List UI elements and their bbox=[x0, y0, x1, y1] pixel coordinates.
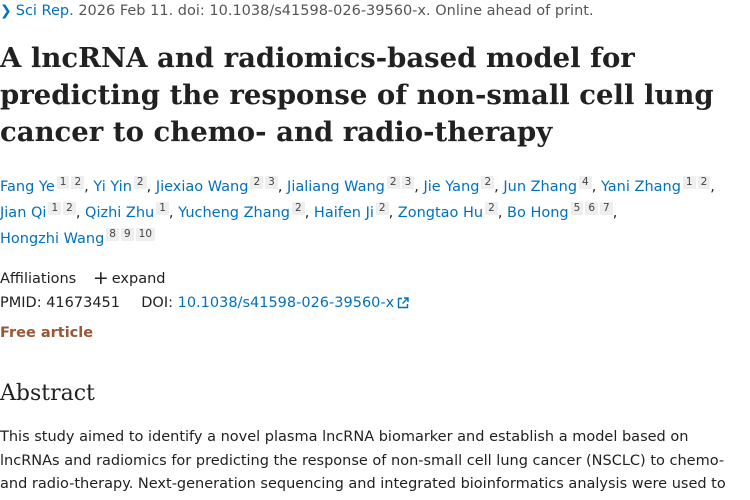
affiliation-number[interactable]: 2 bbox=[375, 202, 389, 215]
author-link[interactable]: Hongzhi Wang bbox=[0, 231, 105, 247]
doi-value: 10.1038/s41598-026-39560-x bbox=[177, 295, 395, 311]
author-item: Yucheng Zhang 2 bbox=[178, 202, 305, 221]
author-link[interactable]: Jun Zhang bbox=[503, 179, 578, 195]
affiliation-number[interactable]: 8 bbox=[106, 228, 119, 241]
author-item: Jian Qi 1 2 bbox=[0, 202, 76, 221]
author-link[interactable]: Yani Zhang bbox=[600, 179, 681, 195]
author-item: Hongzhi Wang 8 9 10 bbox=[0, 228, 156, 247]
doi-link[interactable]: 10.1038/s41598-026-39560-x bbox=[178, 295, 410, 311]
plus-icon: + bbox=[92, 267, 109, 289]
affiliations-label: Affiliations bbox=[0, 271, 77, 287]
affiliation-number[interactable]: 2 bbox=[133, 176, 147, 189]
abstract-text: This study aimed to identify a novel pla… bbox=[0, 429, 726, 492]
citation-details: 2026 Feb 11. doi: 10.1038/s41598-026-395… bbox=[73, 3, 594, 19]
author-item: Zongtao Hu 2 bbox=[397, 202, 498, 221]
author-link[interactable]: Jialiang Wang bbox=[287, 179, 385, 195]
author-link[interactable]: Bo Hong bbox=[507, 205, 569, 221]
identifiers-row: PMID: 41673451 DOI: 10.1038/s41598-026-3… bbox=[0, 295, 409, 311]
expand-label: expand bbox=[111, 271, 166, 287]
pmid-label: PMID: bbox=[0, 295, 42, 311]
affiliation-number[interactable]: 1 bbox=[56, 176, 70, 189]
author-link[interactable]: Jian Qi bbox=[0, 205, 47, 221]
affiliation-number[interactable]: 2 bbox=[386, 176, 400, 189]
author-link[interactable]: Fang Ye bbox=[0, 179, 55, 195]
author-link[interactable]: Jiexiao Wang bbox=[155, 179, 249, 195]
author-link[interactable]: Jie Yang bbox=[423, 179, 480, 195]
affiliations-expand-button[interactable]: + expand bbox=[81, 267, 166, 289]
author-item: Haifen Ji 2 bbox=[313, 202, 389, 221]
affiliation-number[interactable]: 5 bbox=[570, 202, 584, 215]
pmid-value: 41673451 bbox=[46, 295, 121, 311]
author-item: Jialiang Wang 2 3 bbox=[287, 176, 415, 195]
affiliation-number[interactable]: 7 bbox=[600, 202, 613, 215]
affiliation-number[interactable]: 1 bbox=[156, 202, 169, 215]
affiliations-row: Affiliations + expand bbox=[0, 267, 165, 289]
citation-line: ❯ Sci Rep. 2026 Feb 11. doi: 10.1038/s415… bbox=[0, 3, 594, 19]
affiliation-number[interactable]: 10 bbox=[135, 228, 156, 241]
author-link[interactable]: Qizhi Zhu bbox=[85, 205, 155, 221]
affiliation-number[interactable]: 2 bbox=[292, 202, 305, 215]
affiliation-number[interactable]: 2 bbox=[71, 176, 85, 189]
author-item: Yani Zhang 1 2 bbox=[600, 176, 711, 195]
author-item: Jiexiao Wang 2 3 bbox=[155, 176, 278, 195]
affiliation-number[interactable]: 6 bbox=[585, 202, 599, 215]
author-item: Yi Yin 2 bbox=[93, 176, 147, 195]
journal-link[interactable]: Sci Rep. bbox=[15, 3, 74, 19]
affiliation-number[interactable]: 3 bbox=[265, 176, 278, 189]
author-link[interactable]: Yi Yin bbox=[93, 179, 132, 195]
author-item: Jun Zhang 4 bbox=[503, 176, 592, 195]
affiliation-number[interactable]: 2 bbox=[250, 176, 264, 189]
author-item: Fang Ye 1 2 bbox=[0, 176, 85, 195]
article-title: A lncRNA and radiomics-based model for p… bbox=[0, 42, 714, 148]
affiliation-number[interactable]: 1 bbox=[48, 202, 62, 215]
author-link[interactable]: Haifen Ji bbox=[313, 205, 374, 221]
affiliation-number[interactable]: 9 bbox=[120, 228, 134, 241]
author-link[interactable]: Zongtao Hu bbox=[397, 205, 484, 221]
author-item: Bo Hong 5 6 7 bbox=[507, 202, 613, 221]
affiliation-number[interactable]: 2 bbox=[63, 202, 76, 215]
affiliation-number[interactable]: 2 bbox=[697, 176, 711, 189]
chevron-right-icon[interactable]: ❯ bbox=[0, 3, 12, 19]
free-article-badge: Free article bbox=[0, 325, 94, 341]
author-list: Fang Ye 1 2, Yi Yin 2, Jiexiao Wang 2 3, Jial… bbox=[0, 176, 715, 247]
affiliation-number[interactable]: 2 bbox=[485, 202, 498, 215]
author-item: Qizhi Zhu 1 bbox=[85, 202, 169, 221]
affiliation-number[interactable]: 4 bbox=[579, 176, 592, 189]
external-link-icon bbox=[398, 297, 409, 309]
affiliation-number[interactable]: 1 bbox=[682, 176, 696, 189]
author-link[interactable]: Yucheng Zhang bbox=[178, 205, 291, 221]
affiliation-number[interactable]: 3 bbox=[401, 176, 415, 189]
doi-label: DOI: bbox=[141, 295, 173, 311]
affiliation-number[interactable]: 2 bbox=[481, 176, 495, 189]
author-item: Jie Yang 2 bbox=[423, 176, 495, 195]
abstract-heading: Abstract bbox=[0, 381, 95, 406]
